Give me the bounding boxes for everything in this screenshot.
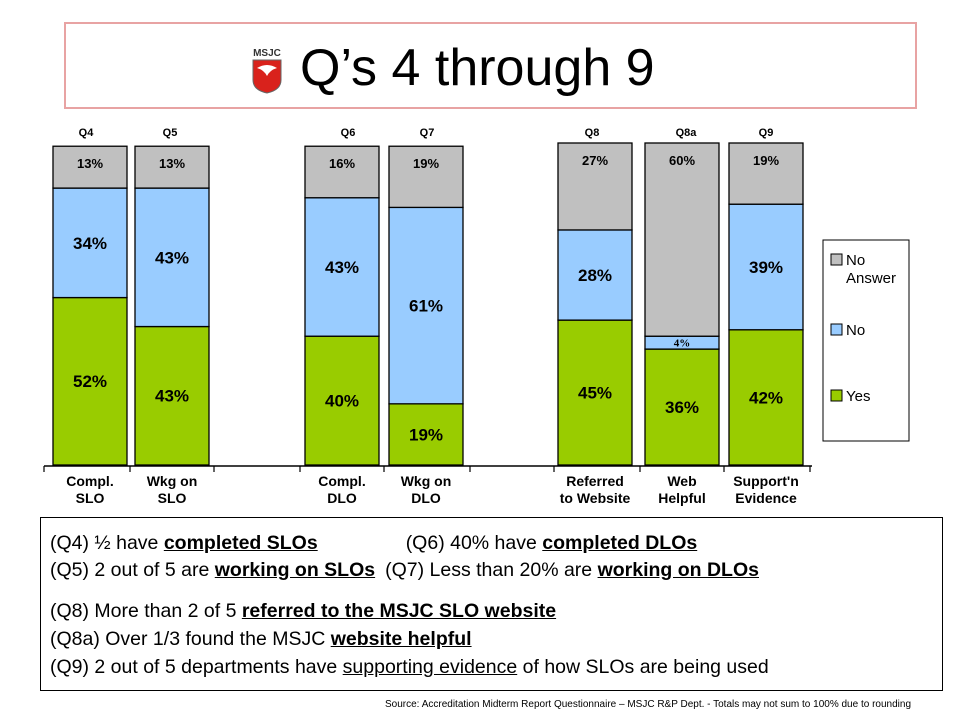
legend-label-no-0: No <box>846 322 865 339</box>
bar-no-answer-3 <box>388 145 464 209</box>
category-label-3-0: Wkg on <box>401 473 452 489</box>
bar-yes-4 <box>557 319 633 466</box>
legend-swatch-no-answer <box>830 253 843 266</box>
summary-q9-text: (Q9) 2 out of 5 departments have <box>50 656 343 678</box>
bar-no-6 <box>728 203 804 331</box>
data-label-yes-1: 43% <box>155 387 189 406</box>
category-label-6-0: Support'n <box>733 473 799 489</box>
data-label-no-answer-0: 13% <box>77 156 103 171</box>
category-label-0-1: SLO <box>76 490 105 506</box>
data-label-no-answer-6: 19% <box>753 153 779 168</box>
category-label-0-0: Compl. <box>66 473 113 489</box>
bar-no-3 <box>388 206 464 405</box>
summary-q6-emphasis: completed DLOs <box>542 532 698 554</box>
summary-line-q8: (Q8) More than 2 of 5 referred to the MS… <box>50 598 556 624</box>
data-label-no-0: 34% <box>73 234 107 253</box>
source-note: Source: Accreditation Midterm Report Que… <box>385 699 912 710</box>
bar-no-answer-1 <box>134 145 210 189</box>
summary-q5-text: (Q5) 2 out of 5 are <box>50 559 215 581</box>
summary-q4-emphasis: completed SLOs <box>163 532 318 554</box>
bar-no-answer-5 <box>644 142 720 337</box>
question-label-q7: Q7 <box>420 127 435 139</box>
data-label-no-1: 43% <box>155 248 189 267</box>
data-label-no-4: 28% <box>578 266 612 285</box>
stacked-bar-chart: Q4 Q5 Q6 Q7 Q8 Q8a Q952%34%13%Compl.SLO43%43%1… <box>43 127 910 506</box>
data-label-yes-5: 36% <box>665 398 699 417</box>
question-label-q5: Q5 <box>163 127 178 139</box>
category-label-2-0: Compl. <box>318 473 365 489</box>
data-label-yes-3: 19% <box>409 425 443 444</box>
summary-q7-text: (Q7) Less than 20% are <box>385 559 598 581</box>
data-label-no-6: 39% <box>749 258 783 277</box>
bar-no-answer-2 <box>304 145 380 199</box>
legend-swatch-no <box>830 323 843 336</box>
data-label-no-5: 4% <box>674 338 691 350</box>
category-label-2-1: DLO <box>327 490 357 506</box>
bar-no-answer-0 <box>52 145 128 189</box>
data-label-no-answer-5: 60% <box>669 153 695 168</box>
legend-label-no-answer-0: No <box>846 252 865 269</box>
question-label-q9: Q9 <box>759 127 774 139</box>
summary-box: (Q4) ½ have completed SLOs (Q6) 40% have … <box>40 517 943 691</box>
question-label-q6: Q6 <box>341 127 356 139</box>
summary-q8a-text: (Q8a) Over 1/3 found the MSJC <box>50 628 331 650</box>
bar-no-0 <box>52 187 128 299</box>
legend-swatch-yes <box>830 389 843 402</box>
data-label-no-answer-3: 19% <box>413 156 439 171</box>
data-label-yes-2: 40% <box>325 392 359 411</box>
legend-label-no-answer-1: Answer <box>846 270 896 287</box>
bar-yes-3 <box>388 403 464 466</box>
data-label-no-2: 43% <box>325 258 359 277</box>
category-label-6-1: Evidence <box>735 490 797 506</box>
category-label-1-1: SLO <box>158 490 187 506</box>
title-box <box>64 22 917 109</box>
category-label-1-0: Wkg on <box>147 473 198 489</box>
summary-q8a-emphasis: website helpful <box>330 628 472 650</box>
category-label-4-1: to Website <box>560 490 631 506</box>
bar-yes-0 <box>52 296 128 466</box>
bar-no-2 <box>304 197 380 337</box>
category-label-5-1: Helpful <box>658 490 705 506</box>
bar-no-answer-4 <box>557 142 633 231</box>
summary-q9-tail: of how SLOs are being used <box>517 656 769 678</box>
msjc-eagle-shield-icon: MSJC <box>252 48 282 94</box>
data-label-no-answer-1: 13% <box>159 156 185 171</box>
bar-yes-1 <box>134 325 210 466</box>
question-label-q4: Q4 <box>79 127 95 139</box>
summary-q9-emphasis: supporting evidence <box>342 656 518 678</box>
logo-text: MSJC <box>253 48 281 59</box>
summary-q8-text: (Q8) More than 2 of 5 <box>50 600 242 622</box>
bar-no-answer-6 <box>728 142 804 205</box>
summary-q5-emphasis: working on SLOs <box>214 559 376 581</box>
summary-q4-text: (Q4) ½ have <box>50 532 164 554</box>
summary-q8-emphasis: referred to the MSJC SLO website <box>241 600 557 622</box>
category-label-3-1: DLO <box>411 490 441 506</box>
question-label-q8a: Q8a <box>676 127 698 139</box>
legend-label-yes-0: Yes <box>846 388 870 405</box>
data-label-yes-4: 45% <box>578 384 612 403</box>
data-label-yes-0: 52% <box>73 372 107 391</box>
bar-yes-2 <box>304 335 380 466</box>
summary-line-q5-q7: (Q5) 2 out of 5 are working on SLOs (Q7) … <box>50 557 759 583</box>
summary-line-q8a: (Q8a) Over 1/3 found the MSJC website he… <box>50 626 472 652</box>
summary-q6-text: (Q6) 40% have <box>405 532 543 554</box>
summary-line-q9: (Q9) 2 out of 5 departments have support… <box>50 654 769 680</box>
category-label-5-0: Web <box>667 473 696 489</box>
summary-q7-emphasis: working on DLOs <box>597 559 759 581</box>
question-label-q8: Q8 <box>585 127 600 139</box>
data-label-no-answer-4: 27% <box>582 153 608 168</box>
legend-box <box>822 239 910 442</box>
data-label-no-answer-2: 16% <box>329 156 355 171</box>
page-title: Q’s 4 through 9 <box>300 39 655 97</box>
category-label-4-0: Referred <box>566 473 624 489</box>
summary-line-q4-q6: (Q4) ½ have completed SLOs (Q6) 40% have … <box>50 530 697 556</box>
data-label-no-3: 61% <box>409 297 443 316</box>
data-label-yes-6: 42% <box>749 388 783 407</box>
